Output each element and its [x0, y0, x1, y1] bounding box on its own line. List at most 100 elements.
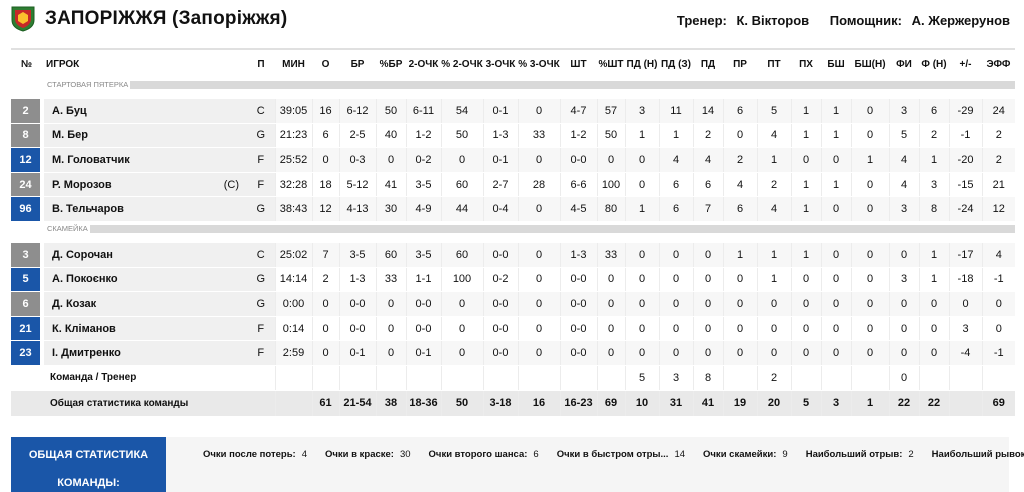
column-header[interactable]: %ШТ: [597, 48, 625, 78]
player-name-link[interactable]: М. Головатчик: [42, 147, 247, 173]
summary-title-line1: ОБЩАЯ СТАТИСТИКА: [28, 449, 149, 461]
player-name-link[interactable]: Д. Козак: [42, 291, 247, 317]
stat-cell: 1: [624, 196, 659, 222]
column-header[interactable]: №: [11, 48, 42, 78]
column-header[interactable]: 2-ОЧК: [406, 48, 441, 78]
column-header[interactable]: 3-ОЧК: [483, 48, 518, 78]
stat-cell: 0: [722, 340, 757, 366]
player-name-link[interactable]: В. Тельчаров: [42, 196, 247, 222]
stat-cell: 2: [311, 267, 339, 293]
stat-cell: 4-5: [559, 196, 597, 222]
table-row[interactable]: 8 М. Бер G 21:23 6 2-5 40 1-2 50 1-3 33 1-2 50 1 1 2 0 4 1…: [11, 123, 1015, 149]
player-name-link[interactable]: Р. Морозов (C): [42, 172, 247, 198]
column-header[interactable]: ПД (Н): [625, 48, 659, 78]
stat-cell: 0: [850, 98, 889, 124]
player-name[interactable]: І. Дмитренко: [52, 347, 121, 360]
player-name[interactable]: В. Тельчаров: [52, 203, 124, 216]
stat-cell: 1: [722, 242, 757, 268]
stat-cell: 3: [888, 196, 919, 222]
player-name[interactable]: М. Бер: [52, 129, 89, 142]
column-header[interactable]: ИГРОК: [42, 48, 247, 78]
stat-cell: 0: [888, 291, 919, 317]
stat-cell: 3: [888, 98, 919, 124]
stat-cell: 7: [692, 196, 723, 222]
player-position: G: [247, 291, 275, 317]
stat-cell: 0: [624, 291, 659, 317]
column-header[interactable]: БШ: [821, 48, 851, 78]
stat-cell: 1: [820, 123, 851, 149]
player-name-link[interactable]: К. Кліманов: [42, 316, 247, 342]
table-row[interactable]: 2 А. Буц C 39:05 16 6-12 50 6-11 54 0-1 0 4-7 57 3 11 1…: [11, 98, 1015, 124]
stat-cell: 28: [517, 172, 560, 198]
stat-cell: 33: [596, 242, 625, 268]
stat-cell: 0: [756, 316, 791, 342]
stat-cell: 24: [981, 98, 1015, 124]
column-header[interactable]: ПД: [693, 48, 723, 78]
column-header[interactable]: ПД (З): [659, 48, 693, 78]
stat-cell: 0: [790, 340, 821, 366]
column-header[interactable]: БР: [339, 48, 376, 78]
stat-cell: 21-54: [338, 389, 376, 417]
stat-cell: [482, 365, 518, 391]
player-position: F: [247, 316, 275, 342]
column-header[interactable]: % 3-ОЧК: [518, 48, 560, 78]
table-row[interactable]: 5 А. Покоєнко G 14:14 2 1-3 33 1-1 100 0-2 0 0-0 0 0 0…: [11, 267, 1015, 293]
stat-cell: 0: [624, 340, 659, 366]
stat-cell: 0: [596, 291, 625, 317]
table-row[interactable]: 96 В. Тельчаров G 38:43 12 4-13 30 4-9 44 0-4 0 4-5…: [11, 196, 1015, 222]
player-name-link[interactable]: А. Буц: [42, 98, 247, 124]
table-row[interactable]: 6 Д. Козак G 0:00 0 0-0 0 0-0 0 0-0 0 0-0 0 0 0 0 0 0 0 0 0 0…: [11, 291, 1015, 317]
stat-cell: 1-2: [405, 123, 441, 149]
player-name[interactable]: М. Головатчик: [52, 153, 130, 166]
column-header[interactable]: +/-: [949, 48, 982, 78]
stat-cell: 0: [850, 291, 889, 317]
stat-cell: 0-1: [405, 340, 441, 366]
stat-cell: [338, 365, 376, 391]
stat-cell: 0-0: [405, 291, 441, 317]
table-row[interactable]: 21 К. Кліманов F 0:14 0 0-0 0 0-0 0 0-0 0 0-0 0 0 0 0 0 0…: [11, 316, 1015, 342]
stat-cell: 61: [311, 389, 339, 417]
column-header[interactable]: ФИ: [889, 48, 919, 78]
team-logo-icon: [11, 6, 35, 32]
table-row[interactable]: 3 Д. Сорочан C 25:02 7 3-5 60 3-5 60 0-0 0 1-3 33 0 0 0…: [11, 242, 1015, 268]
table-row[interactable]: 23 І. Дмитренко F 2:59 0 0-1 0 0-1 0 0-0 0 0-0 0 0 0 0 0…: [11, 340, 1015, 366]
player-name[interactable]: Р. Морозов: [52, 178, 112, 191]
stat-cell: 22: [918, 389, 949, 417]
column-header[interactable]: БШ(Н): [851, 48, 889, 78]
stat-cell: 0: [596, 147, 625, 173]
column-header[interactable]: Ф (Н): [919, 48, 949, 78]
stat-cell: 1: [918, 242, 949, 268]
table-row[interactable]: 24 Р. Морозов (C) F 32:28 18 5-12 41 3-5 60 2-7 28 6…: [11, 172, 1015, 198]
stat-cell: 25:52: [274, 147, 312, 173]
column-header[interactable]: %БР: [376, 48, 406, 78]
column-header[interactable]: ПР: [723, 48, 757, 78]
column-header[interactable]: ПТ: [757, 48, 791, 78]
player-name[interactable]: Д. Сорочан: [52, 248, 113, 261]
stat-cell: 6-11: [405, 98, 441, 124]
player-name-link[interactable]: Д. Сорочан: [42, 242, 247, 268]
player-name[interactable]: К. Кліманов: [52, 322, 116, 335]
stat-cell: 0-1: [338, 340, 376, 366]
player-name[interactable]: Д. Козак: [52, 297, 97, 310]
player-name[interactable]: А. Покоєнко: [52, 273, 118, 286]
column-header[interactable]: ЭФФ: [982, 48, 1015, 78]
column-header[interactable]: О: [312, 48, 339, 78]
stat-cell: 22: [888, 389, 919, 417]
stat-cell: 4: [756, 123, 791, 149]
stat-cell: 0: [722, 267, 757, 293]
player-name-link[interactable]: М. Бер: [42, 123, 247, 149]
player-name[interactable]: А. Буц: [52, 104, 87, 117]
column-header[interactable]: ШТ: [560, 48, 597, 78]
stat-cell: 0: [692, 291, 723, 317]
stat-cell: -1: [948, 123, 982, 149]
column-header[interactable]: П: [247, 48, 275, 78]
column-header[interactable]: % 2-ОЧК: [441, 48, 483, 78]
player-name-link[interactable]: А. Покоєнко: [42, 267, 247, 293]
column-header[interactable]: МИН: [275, 48, 312, 78]
stat-cell: [596, 365, 625, 391]
table-row[interactable]: 12 М. Головатчик F 25:52 0 0-3 0 0-2 0 0-1 0 0-0 0 0 4…: [11, 147, 1015, 173]
column-header[interactable]: ПХ: [791, 48, 821, 78]
player-number: 3: [11, 242, 44, 268]
stat-cell: 1-3: [482, 123, 518, 149]
player-name-link[interactable]: І. Дмитренко: [42, 340, 247, 366]
